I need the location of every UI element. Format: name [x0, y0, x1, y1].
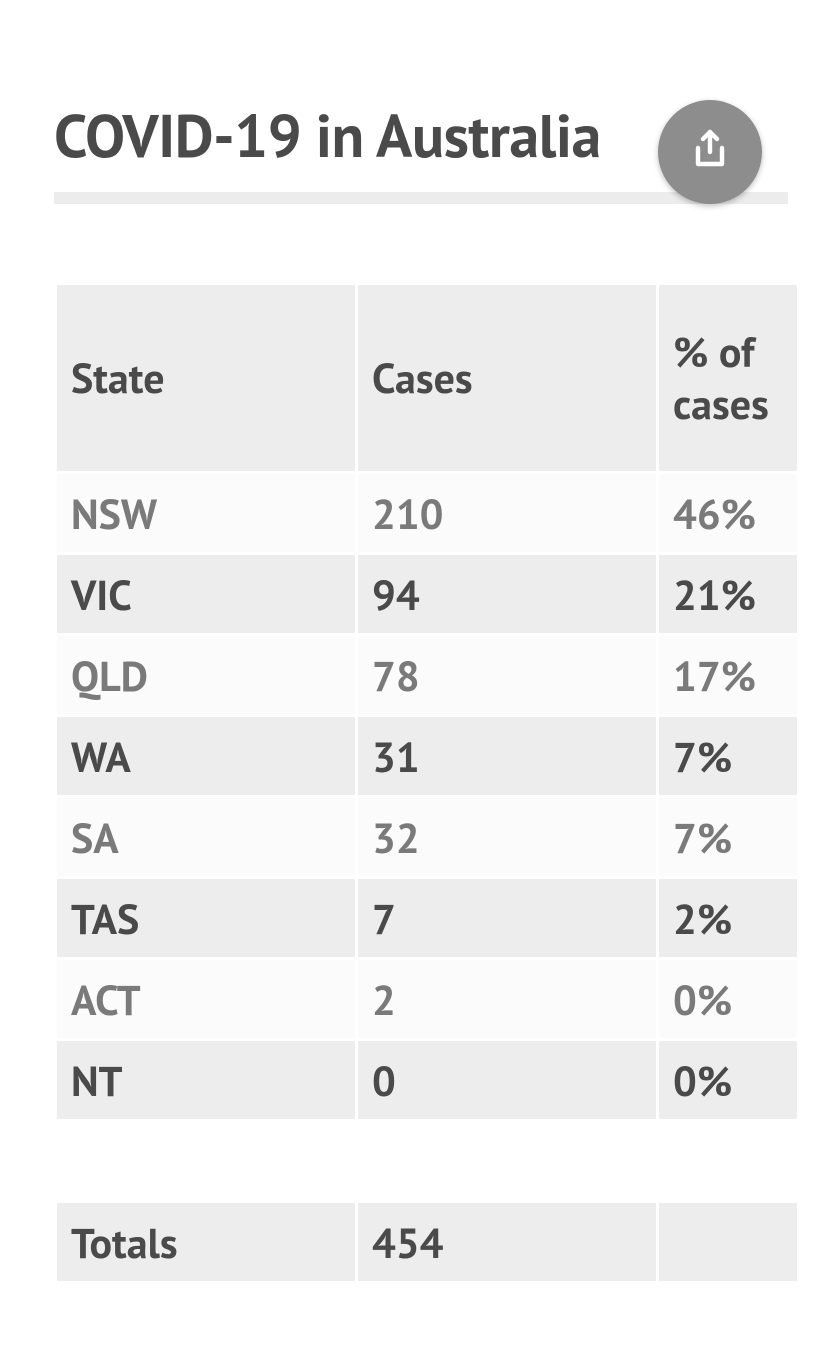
- col-pct: % of cases: [659, 285, 797, 471]
- share-button[interactable]: [658, 100, 762, 204]
- cell-cases: 31: [358, 717, 656, 795]
- totals-label: Totals: [57, 1203, 355, 1281]
- col-state: State: [57, 285, 355, 471]
- cell-state: ACT: [57, 960, 355, 1038]
- table-row: WA317%: [57, 717, 797, 795]
- table-row: QLD7817%: [57, 636, 797, 714]
- share-icon: [686, 126, 734, 179]
- cell-state: NSW: [57, 474, 355, 552]
- table-row: ACT20%: [57, 960, 797, 1038]
- cell-state: SA: [57, 798, 355, 876]
- cell-state: VIC: [57, 555, 355, 633]
- col-cases: Cases: [358, 285, 656, 471]
- cell-state: WA: [57, 717, 355, 795]
- cell-cases: 210: [358, 474, 656, 552]
- table-row: VIC9421%: [57, 555, 797, 633]
- cell-cases: 0: [358, 1041, 656, 1119]
- cell-pct: 0%: [659, 960, 797, 1038]
- cell-pct: 21%: [659, 555, 797, 633]
- cell-state: TAS: [57, 879, 355, 957]
- cell-state: NT: [57, 1041, 355, 1119]
- cell-pct: 17%: [659, 636, 797, 714]
- cell-cases: 2: [358, 960, 656, 1038]
- cell-pct: 46%: [659, 474, 797, 552]
- totals-cases: 454: [358, 1203, 656, 1281]
- table-row: SA327%: [57, 798, 797, 876]
- cell-cases: 32: [358, 798, 656, 876]
- table-header-row: State Cases % of cases: [57, 285, 797, 471]
- cell-state: QLD: [57, 636, 355, 714]
- table-row: TAS72%: [57, 879, 797, 957]
- cell-cases: 7: [358, 879, 656, 957]
- cell-pct: 2%: [659, 879, 797, 957]
- totals-pct: [659, 1203, 797, 1281]
- cases-table: State Cases % of cases NSW21046%VIC9421%…: [54, 282, 800, 1122]
- totals-table: Totals 454: [54, 1200, 800, 1284]
- totals-row: Totals 454: [57, 1203, 797, 1281]
- table-row: NT00%: [57, 1041, 797, 1119]
- cell-pct: 0%: [659, 1041, 797, 1119]
- cell-pct: 7%: [659, 717, 797, 795]
- table-row: NSW21046%: [57, 474, 797, 552]
- cell-cases: 78: [358, 636, 656, 714]
- cell-pct: 7%: [659, 798, 797, 876]
- cell-cases: 94: [358, 555, 656, 633]
- title-divider: [54, 192, 788, 204]
